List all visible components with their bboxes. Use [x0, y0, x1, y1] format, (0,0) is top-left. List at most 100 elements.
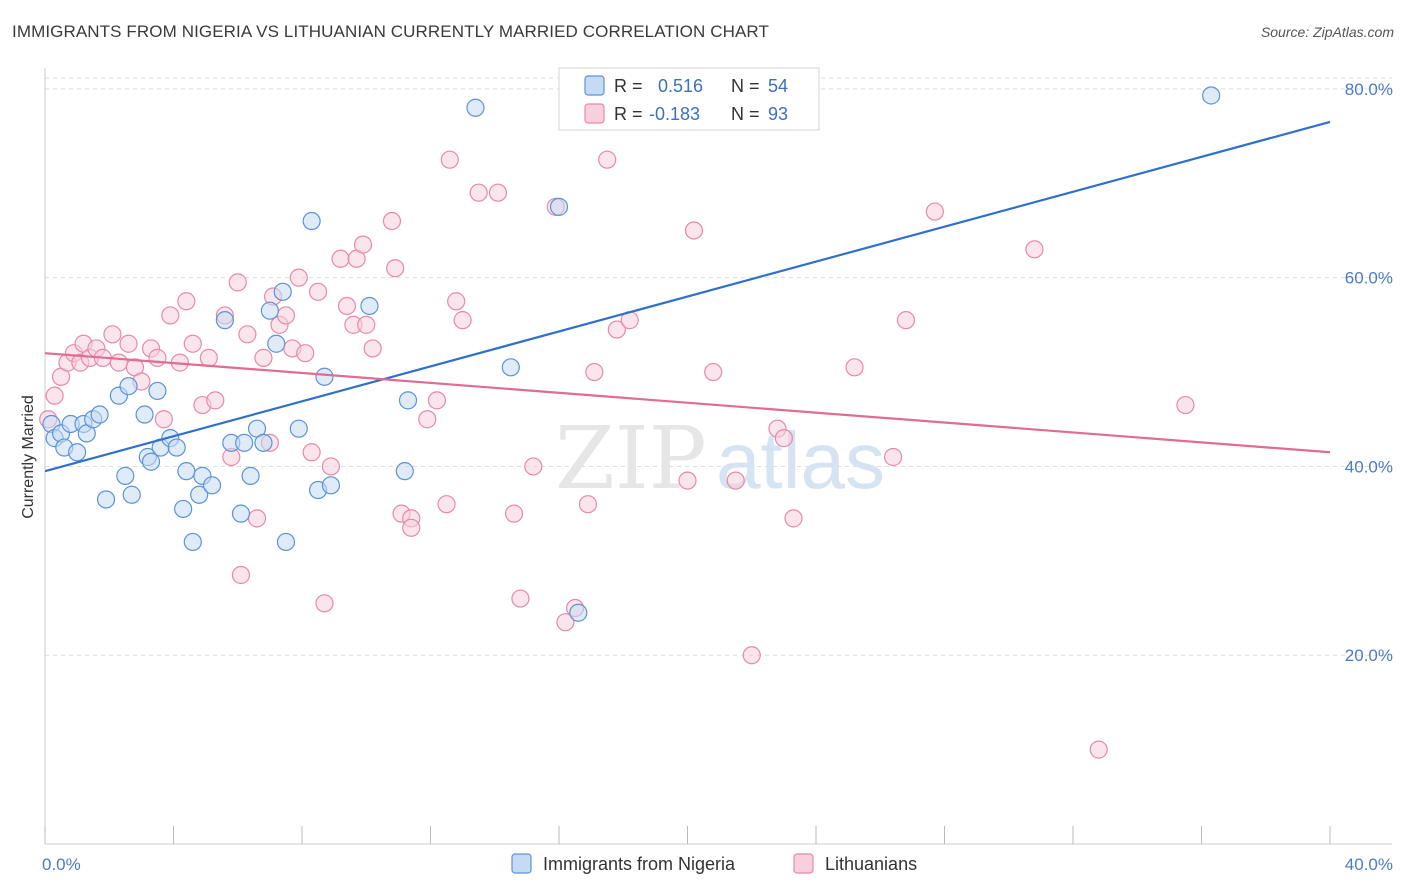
x-tick-label: 40.0%: [1345, 855, 1393, 874]
lithuanians-trend-line: [44, 352, 1331, 454]
nigeria-point: [235, 433, 254, 452]
lithuanians-point: [784, 509, 803, 528]
lithuanians-point: [148, 348, 167, 367]
nigeria-point: [360, 296, 379, 316]
bottom-legend-label-lithuanians: Lithuanians: [825, 854, 917, 874]
lithuanians-point: [678, 471, 697, 490]
lithuanians-point: [315, 594, 334, 613]
bottom-legend-label-nigeria: Immigrants from Nigeria: [543, 854, 736, 874]
lithuanians-point: [511, 589, 530, 608]
nigeria-point: [148, 381, 167, 401]
lithuanians-point: [357, 315, 376, 334]
nigeria-point: [501, 358, 520, 377]
legend-n-label: N =: [731, 76, 760, 96]
lithuanians-point: [321, 457, 341, 476]
lithuanians-point: [308, 282, 328, 301]
nigeria-point: [302, 211, 321, 231]
nigeria-point: [116, 466, 135, 485]
nigeria-point: [141, 452, 161, 471]
lithuanians-point: [276, 306, 296, 325]
lithuanians-point: [925, 202, 944, 221]
nigeria-point: [190, 485, 209, 504]
lithuanians-point: [183, 334, 202, 353]
legend-r-label: R =: [614, 76, 643, 96]
lithuanians-point: [161, 306, 180, 325]
nigeria-point: [177, 462, 196, 481]
chart-title: IMMIGRANTS FROM NIGERIA VS LITHUANIAN CU…: [12, 22, 769, 41]
series-nigeria-points: [42, 86, 1221, 622]
lithuanians-point: [231, 565, 251, 585]
nigeria-point: [267, 334, 286, 353]
bottom-legend-swatch-lithuanians: [793, 853, 814, 874]
lithuanians-point: [556, 613, 575, 632]
lithuanians-point: [337, 296, 357, 316]
lithuanians-point: [302, 443, 321, 462]
lithuanians-point: [199, 348, 218, 367]
lithuanians-point: [296, 344, 315, 363]
nigeria-point: [398, 391, 418, 410]
source-credit: Source: ZipAtlas.com: [1260, 24, 1394, 40]
nigeria-point: [549, 197, 569, 216]
nigeria-point: [231, 504, 251, 523]
lithuanians-point: [774, 429, 793, 448]
nigeria-point: [569, 603, 588, 622]
lithuanians-point: [504, 504, 524, 523]
legend-n-value: 93: [768, 104, 788, 124]
nigeria-point: [202, 476, 222, 495]
lithuanians-point: [437, 495, 456, 514]
y-tick-label: 20.0%: [1345, 646, 1393, 665]
lithuanians-point: [363, 339, 382, 358]
bottom-legend-swatch-nigeria: [511, 853, 532, 874]
lithuanians-point: [440, 150, 459, 169]
lithuanians-point: [896, 311, 916, 330]
trend-lines: [44, 120, 1331, 473]
lithuanians-point: [845, 358, 864, 377]
y-axis-label: Currently Married: [20, 395, 37, 519]
watermark-atlas: atlas: [716, 416, 885, 505]
watermark: ZIP atlas: [555, 409, 885, 509]
nigeria-point: [276, 532, 296, 552]
lithuanians-point: [453, 311, 472, 330]
nigeria-point: [68, 443, 87, 462]
lithuanians-point: [598, 150, 617, 169]
lithuanians-point: [206, 391, 225, 410]
nigeria-point: [254, 433, 273, 452]
nigeria-point: [183, 532, 202, 552]
lithuanians-point: [45, 386, 64, 405]
lithuanians-point: [154, 410, 173, 429]
lithuanians-point: [1025, 240, 1044, 259]
nigeria-point: [215, 311, 234, 330]
lithuanians-point: [607, 320, 626, 339]
legend-n-value: 54: [768, 76, 788, 96]
nigeria-point: [321, 476, 341, 495]
lithuanians-point: [704, 362, 723, 382]
lithuanians-point: [238, 325, 257, 344]
x-tick-labels: 0.0% 40.0%: [42, 855, 1393, 874]
nigeria-point: [395, 462, 414, 481]
lithuanians-point: [247, 509, 267, 528]
legend-swatch-nigeria: [584, 75, 605, 96]
lithuanians-point: [726, 471, 745, 490]
legend-n-label: N =: [731, 104, 760, 124]
nigeria-point: [119, 377, 138, 396]
lithuanians-point: [119, 334, 138, 353]
nigeria-point: [315, 367, 334, 386]
lithuanians-point: [578, 495, 598, 514]
y-tick-label: 80.0%: [1345, 80, 1393, 99]
nigeria-point: [289, 419, 308, 438]
lithuanians-point: [254, 348, 273, 367]
legend-r-value: 0.516: [658, 76, 703, 96]
lithuanians-point: [289, 268, 308, 287]
nigeria-point: [241, 466, 260, 485]
nigeria-point: [135, 405, 154, 424]
nigeria-point: [174, 499, 193, 519]
lithuanians-point: [402, 518, 421, 537]
lithuanians-point: [418, 410, 437, 429]
bottom-legend: Immigrants from Nigeria Lithuanians: [511, 853, 917, 874]
axes: [44, 68, 1392, 845]
legend-swatch-lithuanians: [584, 103, 605, 124]
nigeria-point: [90, 405, 109, 424]
y-tick-label: 60.0%: [1345, 269, 1393, 288]
lithuanians-point: [353, 235, 373, 254]
